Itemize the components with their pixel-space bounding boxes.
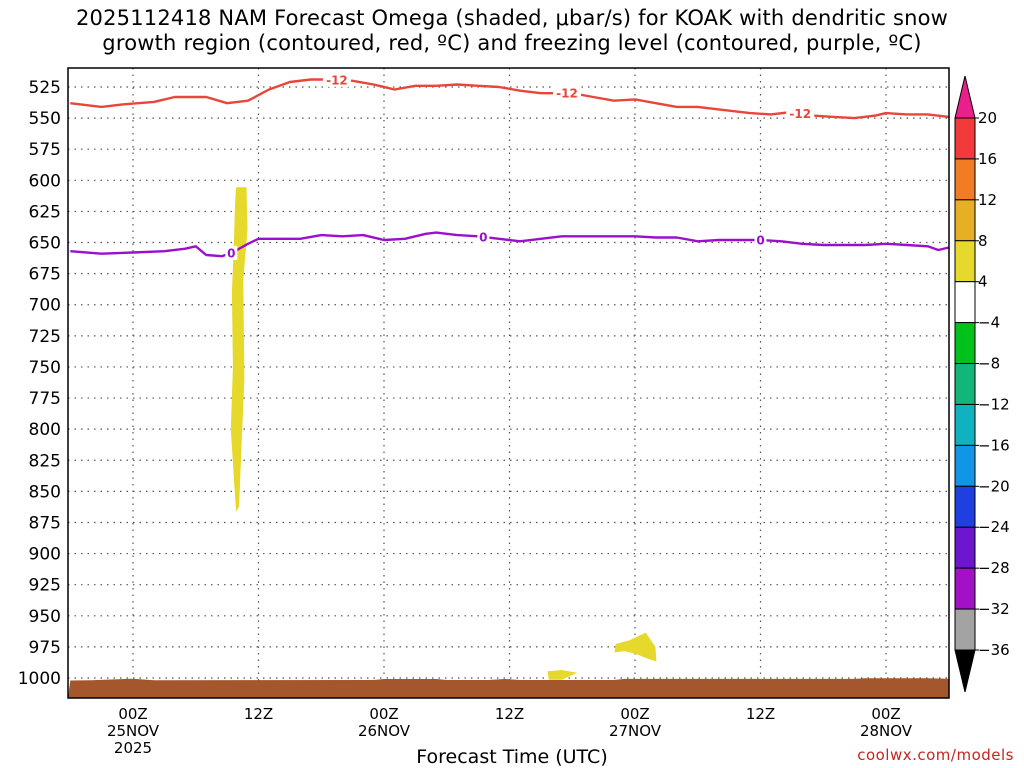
x-tick-label: 00Z: [871, 705, 900, 723]
y-tick-label: 725: [29, 327, 61, 347]
contour-label-bg: [786, 106, 815, 121]
contour-label-bg: [754, 233, 767, 248]
x-tick-label: 00Z: [620, 705, 649, 723]
y-tick-label: 575: [29, 140, 61, 160]
colorbar-segment: [954, 199, 976, 242]
x-tick-label: 2025: [114, 739, 152, 757]
colorbar-segment: [954, 608, 976, 651]
y-tick-label: 525: [29, 78, 61, 98]
y-tick-label: 750: [29, 358, 61, 378]
colorbar-tick-label: −12: [978, 395, 1010, 413]
colorbar-segment: [954, 158, 976, 201]
colorbar-tick-label: −24: [978, 518, 1010, 536]
contour-label-bg: [477, 229, 490, 244]
colorbar-segment: [954, 281, 976, 324]
colorbar-tick-label: −36: [978, 641, 1010, 659]
y-tick-label: 625: [29, 202, 61, 222]
credit-text: coolwx.com/models: [857, 746, 1014, 764]
colorbar-segment: [954, 363, 976, 405]
y-tick-label: 775: [29, 389, 61, 409]
omega-shaded-regions: [230, 187, 657, 680]
colorbar-tick-label: 8: [978, 232, 988, 250]
chart-title: 2025112418 NAM Forecast Omega (shaded, μ…: [0, 6, 1024, 56]
y-tick-label: 950: [29, 607, 61, 627]
x-tick-label: 26NOV: [358, 722, 411, 740]
x-tick-label: 12Z: [746, 705, 775, 723]
colorbar-top-triangle: [954, 75, 976, 119]
x-axis-title: Forecast Time (UTC): [416, 746, 608, 768]
plot-gridlines: [68, 68, 949, 698]
contour-label-minus12: -12: [326, 73, 348, 87]
colorbar-tick-label: 20: [978, 109, 997, 127]
omega-shaded-region-3: [547, 669, 578, 680]
y-tick-label: 800: [29, 420, 61, 440]
y-tick-label: 600: [29, 171, 61, 191]
colorbar-segment: [954, 117, 976, 160]
contour-lines: -12 -12 -12 0 0 0: [70, 72, 950, 260]
colorbar-tick-label: −32: [978, 600, 1010, 618]
y-tick-label: 975: [29, 638, 61, 658]
colorbar-tick-label: 16: [978, 150, 997, 168]
colorbar-tick-label: −16: [978, 436, 1010, 454]
x-tick-label: 27NOV: [609, 722, 662, 740]
colorbar-tick-label: −28: [978, 559, 1010, 577]
contour-label-bg: [225, 245, 238, 260]
x-tick-label: 12Z: [244, 705, 273, 723]
x-tick-label: 28NOV: [860, 722, 913, 740]
y-axis-pressure-ticks: 525 550 575 600 625 650 675 700 725 750 775 800 825 8…: [18, 78, 61, 689]
plot-frame: [67, 67, 950, 699]
y-tick-label: 675: [29, 265, 61, 285]
colorbar-segment: [954, 240, 976, 283]
y-tick-label: 850: [29, 482, 61, 502]
colorbar-segment: [954, 444, 976, 487]
colorbar-segment: [954, 485, 976, 528]
y-tick-label: 900: [29, 545, 61, 565]
contour-label-zero: 0: [479, 230, 487, 244]
contour-label-bg: [322, 72, 351, 87]
colorbar-segment: [954, 567, 976, 610]
colorbar-tick-label: −4: [978, 314, 1000, 332]
x-tick-label: 00Z: [118, 705, 147, 723]
omega-shaded-region-2: [614, 632, 657, 662]
contour-label-bg: [553, 86, 582, 101]
omega-colorbar: 20 16 12 8 4 −4 −8 −12 −16 −20 −24 −28 −32 −36: [954, 75, 1010, 693]
ground-surface-fill: [68, 678, 949, 698]
colorbar-tick-label: 4: [978, 273, 988, 291]
contour-line-minus12: [70, 78, 949, 120]
colorbar-bottom-triangle: [954, 649, 976, 693]
contour-label-minus12: -12: [556, 87, 578, 101]
colorbar-segment: [954, 526, 976, 569]
x-tick-label: 00Z: [369, 705, 398, 723]
y-tick-label: 925: [29, 576, 61, 596]
x-tick-label: 25NOV: [107, 722, 160, 740]
colorbar-segment: [954, 322, 976, 365]
chart-title-line-2: growth region (contoured, red, ºC) and f…: [102, 31, 922, 55]
y-tick-label: 700: [29, 296, 61, 316]
colorbar-tick-label: −8: [978, 355, 1000, 373]
omega-shaded-region-1: [230, 187, 248, 512]
contour-label-minus12: -12: [789, 107, 811, 121]
x-tick-label: 12Z: [495, 705, 524, 723]
y-tick-label: 550: [29, 109, 61, 129]
y-tick-label: 875: [29, 513, 61, 533]
contour-label-zero: 0: [227, 246, 235, 260]
ground-surface: [68, 678, 949, 698]
y-tick-label: 650: [29, 234, 61, 254]
colorbar-tick-label: −20: [978, 477, 1010, 495]
colorbar-segment: [954, 403, 976, 446]
y-tick-label: 825: [29, 451, 61, 471]
y-tick-label: 1000: [18, 669, 61, 689]
contour-label-zero: 0: [756, 234, 764, 248]
chart-title-line-1: 2025112418 NAM Forecast Omega (shaded, μ…: [75, 6, 949, 30]
colorbar-tick-label: 12: [978, 191, 997, 209]
